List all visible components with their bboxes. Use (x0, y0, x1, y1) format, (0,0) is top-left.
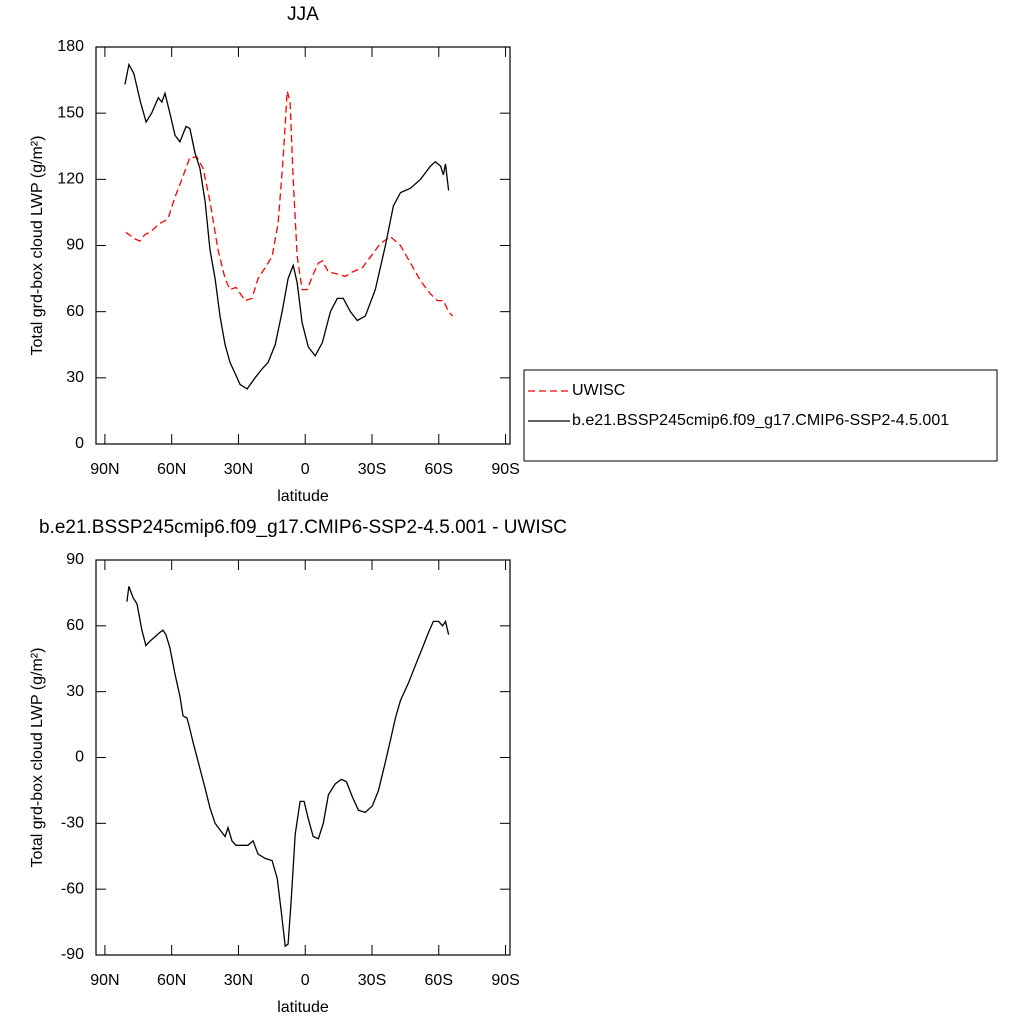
plot-frame (95, 46, 511, 445)
data-line (124, 62, 450, 390)
y-tick-label: -60 (61, 880, 84, 897)
x-tick-label: 60N (157, 461, 186, 478)
y-tick-label: 30 (66, 683, 84, 700)
y-tick-label: 60 (66, 303, 84, 320)
x-tick-label: 30N (224, 461, 253, 478)
y-tick-label: 120 (57, 171, 84, 188)
x-axis-label: latitude (277, 999, 329, 1016)
y-tick-label: 0 (75, 435, 84, 452)
chart-title: b.e21.BSSP245cmip6.f09_g17.CMIP6-SSP2-4.… (39, 517, 567, 538)
y-tick-label: 90 (66, 551, 84, 568)
y-tick-label: 0 (75, 749, 84, 766)
x-tick-label: 60S (425, 972, 453, 989)
x-tick-label: 90S (491, 972, 519, 989)
x-tick-label: 90N (90, 972, 119, 989)
legend-label: UWISC (572, 382, 625, 399)
legend-label: b.e21.BSSP245cmip6.f09_g17.CMIP6-SSP2-4.… (572, 412, 949, 429)
y-tick-label: 90 (66, 237, 84, 254)
y-axis-label: Total grd-box cloud LWP (g/m²) (29, 648, 46, 868)
x-tick-label: 90N (90, 461, 119, 478)
y-tick-label: 30 (66, 369, 84, 386)
x-axis-label: latitude (277, 488, 329, 505)
x-tick-label: 60S (425, 461, 453, 478)
x-tick-label: 30N (224, 972, 253, 989)
x-tick-label: 0 (301, 972, 310, 989)
x-tick-label: 30S (358, 461, 386, 478)
data-line (126, 586, 450, 948)
y-tick-label: 150 (57, 104, 84, 121)
y-tick-label: -90 (61, 946, 84, 963)
y-tick-label: 180 (57, 38, 84, 55)
x-tick-label: 30S (358, 972, 386, 989)
y-axis-label: Total grd-box cloud LWP (g/m²) (29, 136, 46, 356)
y-tick-label: -30 (61, 815, 84, 832)
y-tick-label: 60 (66, 617, 84, 634)
x-tick-label: 0 (301, 461, 310, 478)
legend-box (523, 369, 998, 462)
x-tick-label: 90S (491, 461, 519, 478)
data-line (125, 90, 454, 317)
plot-frame (95, 559, 511, 956)
x-tick-label: 60N (157, 972, 186, 989)
chart-title: JJA (287, 4, 319, 25)
